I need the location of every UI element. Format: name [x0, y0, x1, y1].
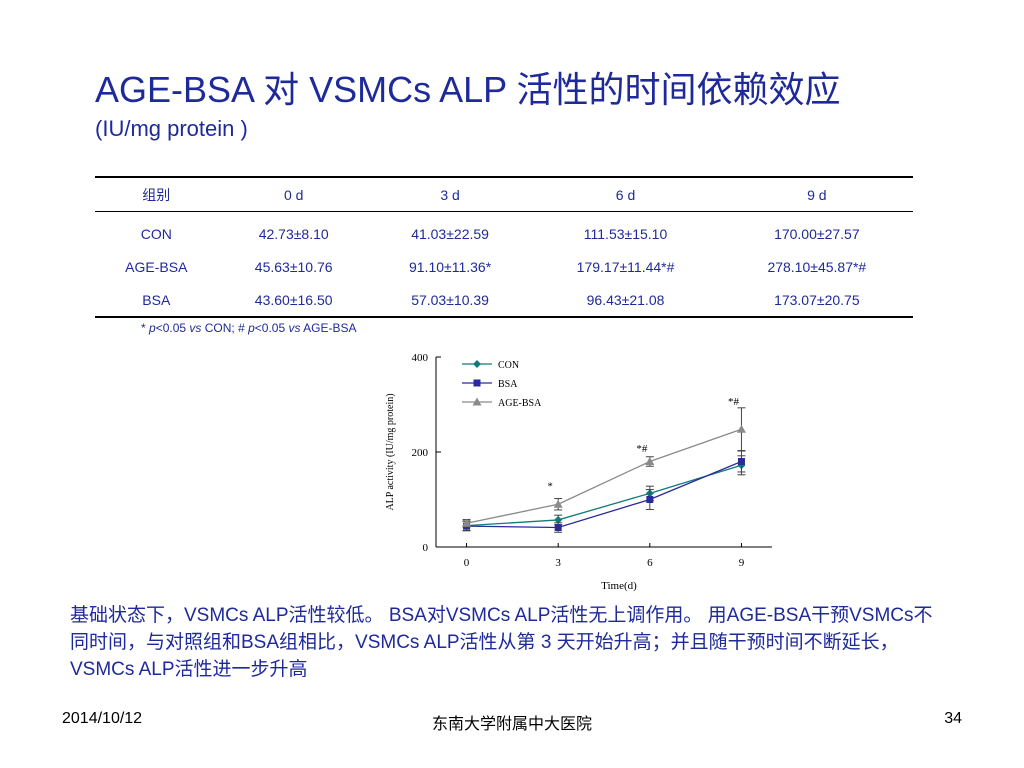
slide-subtitle: (IU/mg protein ): [95, 116, 248, 141]
x-tick-label: 9: [739, 557, 745, 569]
page-number: 34: [944, 710, 962, 727]
slide-title: AGE-BSA 对 VSMCs ALP 活性的时间依赖效应: [95, 69, 841, 110]
table-cell: 96.43±21.08: [530, 283, 721, 318]
alp-activity-chart: 0 200 400 0 3 6 9 Time(d) ALP activity (IU/mg pr…: [385, 352, 772, 592]
table-cell: 91.10±11.36*: [408, 258, 492, 275]
x-tick-label: 6: [647, 557, 653, 569]
footnote-p: p: [248, 321, 255, 335]
data-point-age-bsa: [736, 424, 746, 433]
table-cell: 41.03±22.59: [411, 225, 489, 242]
data-point-age-bsa: [645, 457, 655, 465]
legend-marker: [473, 360, 481, 368]
table-cell: AGE-BSA: [125, 258, 188, 275]
table-header: 组别: [95, 176, 218, 212]
legend-label: CON: [498, 360, 519, 371]
legend-marker: [473, 379, 481, 387]
results-table: 组别 0 d 3 d 6 d 9 d CON 42.73±8.10 41.03±…: [95, 176, 913, 318]
footer-institution: 东南大学附属中大医院: [431, 714, 592, 733]
significance-mark: *: [547, 480, 553, 492]
footnote-text: <0.05: [155, 321, 190, 335]
data-point-age-bsa: [462, 518, 472, 527]
data-point-con: [554, 515, 563, 524]
x-tick-label: 3: [555, 557, 561, 569]
significance-mark: *#: [728, 396, 740, 408]
data-point-age-bsa: [553, 499, 563, 508]
table-cell: 42.73±8.10: [258, 225, 329, 242]
summary-text: 基础状态下，VSMCs ALP活性较低。 BSA对VSMCs ALP活性无上调作…: [70, 605, 933, 680]
table-cell: 173.07±20.75: [720, 283, 913, 318]
y-tick-label: 400: [412, 352, 429, 364]
table-cell: 57.03±10.39: [369, 283, 531, 318]
table-header: 0 d: [217, 176, 370, 212]
legend-label: AGE-BSA: [498, 398, 542, 409]
footnote-text: CON; #: [201, 321, 249, 335]
table-footnote: * p<0.05 vs CON; # p<0.05 vs AGE-BSA: [141, 321, 357, 335]
y-tick-label: 200: [412, 447, 429, 459]
table-cell: 278.10±45.87*#: [767, 258, 867, 275]
data-point-bsa: [646, 496, 654, 503]
data-point-bsa: [554, 524, 562, 532]
footnote-text: <0.05: [254, 321, 289, 335]
table-cell: BSA: [95, 283, 218, 318]
significance-mark: *#: [636, 443, 648, 455]
footnote-vs: vs: [288, 321, 301, 335]
table-cell: 45.63±10.76: [254, 258, 333, 275]
table-header: 3 d: [369, 176, 531, 212]
table-cell: 170.00±27.57: [774, 225, 860, 242]
table-cell: CON: [140, 225, 172, 242]
table-cell: 111.53±15.10: [583, 225, 668, 242]
series-line-age-bsa: [466, 428, 742, 524]
series-line-con: [466, 464, 742, 527]
legend-label: BSA: [498, 379, 518, 390]
x-tick-label: 0: [464, 557, 470, 569]
footnote-vs: vs: [189, 321, 202, 335]
table-header: 6 d: [530, 176, 721, 212]
table-row: AGE-BSA 45.63±10.76 91.10±11.36* 179.17±…: [95, 250, 913, 283]
table-header: 9 d: [720, 176, 913, 212]
data-point-bsa: [737, 458, 745, 465]
x-axis-label: Time(d): [601, 580, 637, 592]
footer-date: 2014/10/12: [62, 710, 143, 727]
footnote-text: AGE-BSA: [300, 321, 357, 335]
table-cell: 179.17±11.44*#: [576, 258, 675, 275]
table-header-row: 组别 0 d 3 d 6 d 9 d: [95, 176, 913, 212]
table-cell: 43.60±16.50: [217, 283, 370, 318]
y-axis-label: ALP activity (IU/mg protein): [385, 393, 396, 510]
footnote-star: *: [141, 321, 150, 335]
series-line-bsa: [466, 460, 742, 529]
table-row: CON 42.73±8.10 41.03±22.59 111.53±15.10 …: [95, 212, 913, 251]
legend-marker: [472, 397, 482, 406]
y-tick-label: 0: [423, 542, 429, 554]
table-row: BSA 43.60±16.50 57.03±10.39 96.43±21.08 …: [95, 283, 913, 318]
footnote-p: p: [149, 321, 156, 335]
